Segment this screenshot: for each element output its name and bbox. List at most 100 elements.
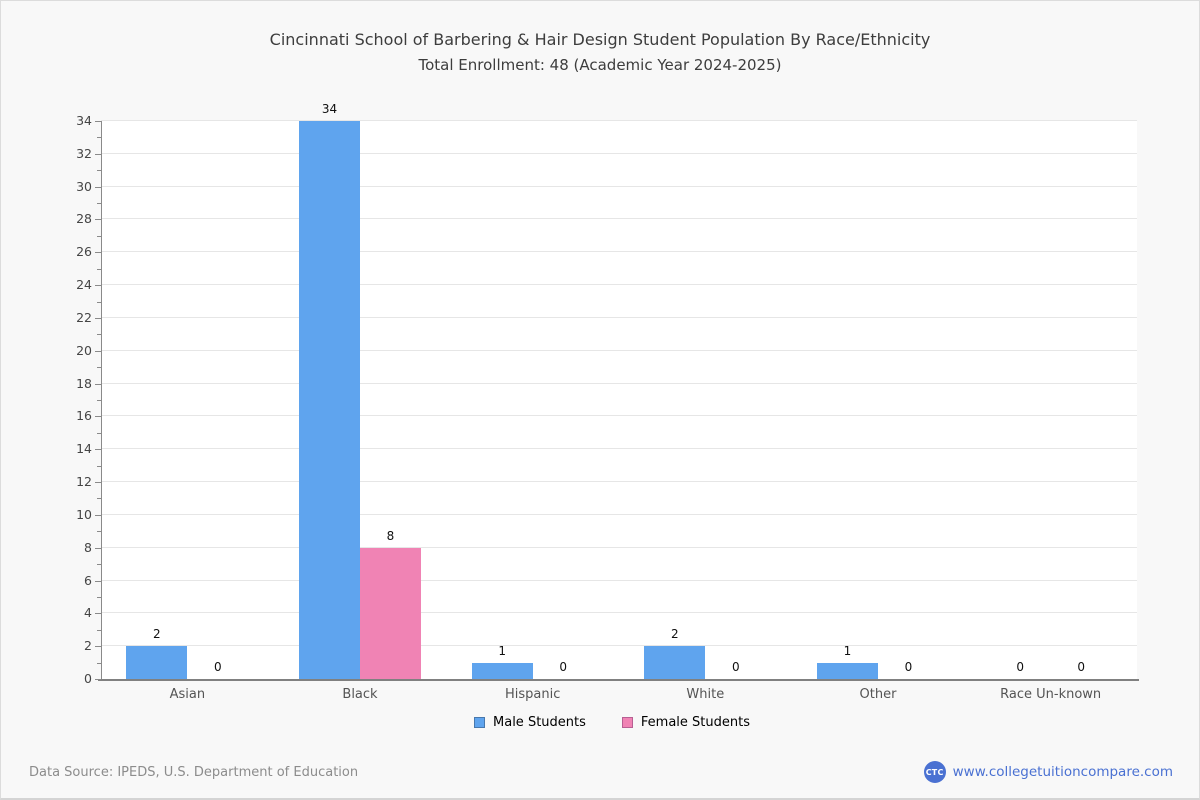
y-minor-tick-13 — [97, 465, 101, 467]
gridline-y-4 — [101, 612, 1137, 614]
website-url: www.collegetuitioncompare.com — [952, 764, 1173, 780]
value-label-male-students-asian: 2 — [153, 627, 161, 641]
y-minor-tick-9 — [97, 531, 101, 533]
y-tick-14 — [95, 449, 101, 451]
y-minor-tick-3 — [97, 629, 101, 631]
value-label-male-students-race-un-known: 0 — [1016, 660, 1024, 674]
legend-item-female-students: Female Students — [621, 715, 750, 730]
bar-male-students-white — [644, 646, 706, 679]
y-tick-6 — [95, 580, 101, 582]
y-tick-label-8: 8 — [84, 539, 92, 555]
gridline-y-28 — [101, 218, 1137, 220]
y-tick-label-26: 26 — [76, 244, 92, 260]
gridline-y-30 — [101, 185, 1137, 187]
y-tick-label-20: 20 — [76, 342, 92, 358]
y-minor-tick-23 — [97, 301, 101, 303]
bar-female-students-black — [360, 548, 421, 679]
legend: Male Students Female Students — [13, 715, 1199, 730]
y-minor-tick-5 — [97, 596, 101, 598]
y-tick-32 — [95, 153, 101, 155]
y-tick-34 — [95, 121, 101, 122]
y-tick-label-12: 12 — [76, 474, 92, 490]
value-label-male-students-hispanic: 1 — [498, 644, 506, 658]
chart-subtitle: Total Enrollment: 48 (Academic Year 2024… — [418, 56, 782, 74]
y-minor-tick-21 — [97, 334, 101, 336]
y-tick-label-30: 30 — [76, 178, 92, 194]
gridline-y-12 — [101, 481, 1137, 483]
gridline-y-2 — [101, 645, 1137, 647]
y-axis-line — [101, 121, 102, 680]
y-tick-4 — [95, 613, 101, 615]
legend-swatch-male-students — [474, 717, 486, 728]
chart-title: Cincinnati School of Barbering & Hair De… — [269, 30, 931, 49]
y-tick-label-16: 16 — [76, 408, 92, 424]
gridline-y-34 — [101, 120, 1137, 121]
legend-swatch-female-students — [621, 717, 633, 728]
y-tick-label-18: 18 — [76, 375, 92, 391]
value-label-female-students-other: 0 — [904, 660, 913, 674]
y-tick-label-34: 34 — [76, 113, 92, 128]
y-tick-label-2: 2 — [84, 638, 92, 654]
y-tick-20 — [95, 350, 101, 352]
x-axis-label-other: Other — [859, 687, 897, 702]
y-minor-tick-15 — [97, 432, 101, 434]
ctc-logo-icon: CTC — [923, 761, 946, 783]
plot-area: 2 0 34 8 1 0 2 0 1 0 0 0 — [101, 102, 1137, 679]
gridline-y-32 — [101, 152, 1137, 154]
legend-label-female-students: Female Students — [640, 715, 750, 730]
y-minor-tick-17 — [97, 400, 101, 401]
bar-male-students-black — [299, 121, 360, 679]
y-tick-2 — [95, 646, 101, 648]
value-label-female-students-hispanic: 0 — [559, 660, 567, 674]
y-tick-18 — [95, 383, 101, 385]
y-tick-16 — [95, 416, 101, 418]
value-label-female-students-black: 8 — [386, 529, 395, 543]
gridline-y-8 — [101, 546, 1137, 548]
legend-label-male-students: Male Students — [493, 715, 586, 730]
value-label-male-students-other: 1 — [843, 644, 852, 658]
y-minor-tick-1 — [97, 662, 101, 664]
gridline-y-18 — [101, 382, 1137, 384]
y-tick-label-0: 0 — [84, 671, 92, 686]
y-minor-tick-19 — [97, 367, 101, 369]
bar-male-students-hispanic — [471, 663, 533, 679]
gridline-y-26 — [101, 251, 1137, 253]
bar-male-students-other — [817, 663, 878, 679]
value-label-female-students-white: 0 — [732, 660, 740, 674]
x-axis-label-black: Black — [342, 687, 378, 702]
y-tick-label-6: 6 — [84, 572, 92, 588]
y-minor-tick-11 — [97, 498, 101, 500]
gridline-y-6 — [101, 579, 1137, 581]
y-tick-10 — [95, 514, 101, 516]
legend-item-male-students: Male Students — [474, 715, 586, 730]
y-tick-label-4: 4 — [84, 605, 92, 621]
website-link[interactable]: CTC www.collegetuitioncompare.com — [923, 761, 1173, 783]
y-tick-8 — [95, 547, 101, 549]
y-minor-tick-31 — [97, 170, 101, 172]
y-minor-tick-7 — [97, 564, 101, 566]
x-axis-label-white: White — [686, 687, 725, 702]
data-source-note: Data Source: IPEDS, U.S. Department of E… — [29, 765, 359, 780]
y-tick-30 — [95, 186, 101, 188]
y-minor-tick-27 — [97, 235, 101, 237]
y-tick-label-24: 24 — [76, 277, 92, 293]
y-minor-tick-29 — [97, 203, 101, 205]
gridline-y-10 — [101, 513, 1137, 515]
y-tick-12 — [95, 482, 101, 484]
y-tick-0 — [95, 679, 101, 680]
gridline-y-20 — [101, 349, 1137, 351]
y-tick-22 — [95, 317, 101, 319]
y-minor-tick-33 — [97, 137, 101, 139]
y-tick-28 — [95, 219, 101, 221]
y-tick-24 — [95, 285, 101, 287]
x-axis-line — [98, 679, 1139, 681]
x-axis-label-race-un-known: Race Un-known — [1000, 687, 1102, 702]
x-axis-label-asian: Asian — [169, 687, 206, 702]
y-tick-label-10: 10 — [76, 506, 92, 522]
gridline-y-22 — [101, 316, 1137, 318]
y-tick-label-14: 14 — [76, 441, 92, 457]
x-axis-label-hispanic: Hispanic — [504, 687, 561, 702]
bar-male-students-asian — [126, 646, 188, 679]
value-label-male-students-black: 34 — [321, 102, 338, 116]
